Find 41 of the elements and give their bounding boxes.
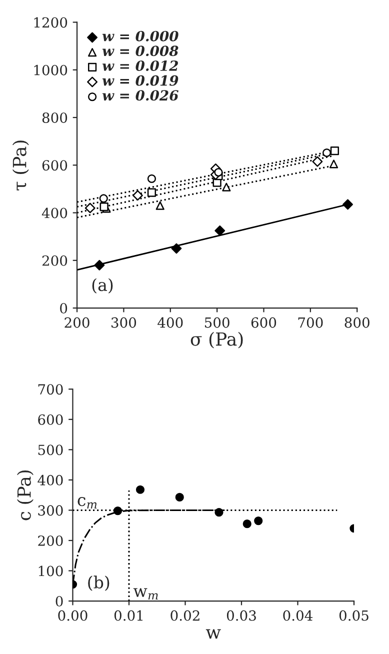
y-tick-label: 500 xyxy=(38,444,63,456)
x-axis-title: σ (Pa) xyxy=(190,332,243,348)
legend-label: w = 0.012 xyxy=(102,60,178,71)
x-tick-label: 600 xyxy=(251,317,276,328)
y-tick-label: 100 xyxy=(38,566,63,576)
annotation: c$_{m}$ xyxy=(78,497,97,509)
annotation: w$_{m}$ xyxy=(133,588,158,600)
y-tick-label: 400 xyxy=(38,474,63,486)
x-tick-label: 300 xyxy=(112,317,136,328)
y-axis-title: τ (Pa) xyxy=(12,140,29,190)
y-axis-title: c (Pa) xyxy=(16,470,34,520)
x-tick-label: 0.02 xyxy=(170,610,200,621)
y-tick-label: 1200 xyxy=(34,17,68,28)
x-tick-label: 0.04 xyxy=(283,610,313,621)
y-tick-label: 0 xyxy=(60,303,68,314)
annotation: (b) xyxy=(88,576,110,591)
x-tick-label: 700 xyxy=(298,317,323,328)
y-tick-label: 700 xyxy=(38,384,63,395)
x-tick-label: 0.00 xyxy=(58,610,88,621)
y-tick-label: 800 xyxy=(42,112,68,123)
legend-label: w = 0.026 xyxy=(102,90,178,101)
legend-label: w = 0.000 xyxy=(102,30,178,42)
y-tick-label: 200 xyxy=(38,535,63,546)
x-tick-label: 500 xyxy=(204,317,230,328)
y-tick-label: 300 xyxy=(38,505,63,516)
x-tick-label: 800 xyxy=(344,317,370,328)
y-tick-label: 200 xyxy=(42,255,68,266)
x-tick-label: 200 xyxy=(64,317,90,328)
y-tick-label: 600 xyxy=(38,414,63,425)
legend-label: w = 0.019 xyxy=(102,75,178,86)
x-tick-label: 0.01 xyxy=(114,610,142,621)
x-tick-label: 0.05 xyxy=(339,610,368,621)
y-tick-label: 400 xyxy=(42,208,68,218)
x-tick-label: 400 xyxy=(158,317,183,328)
y-tick-label: 0 xyxy=(56,596,63,606)
y-tick-label: 1000 xyxy=(34,64,68,76)
y-tick-label: 600 xyxy=(42,160,68,171)
x-tick-label: 0.03 xyxy=(226,610,256,621)
annotation: (a) xyxy=(92,278,113,294)
legend-label: w = 0.008 xyxy=(102,46,178,56)
x-axis-title: w xyxy=(206,629,221,639)
